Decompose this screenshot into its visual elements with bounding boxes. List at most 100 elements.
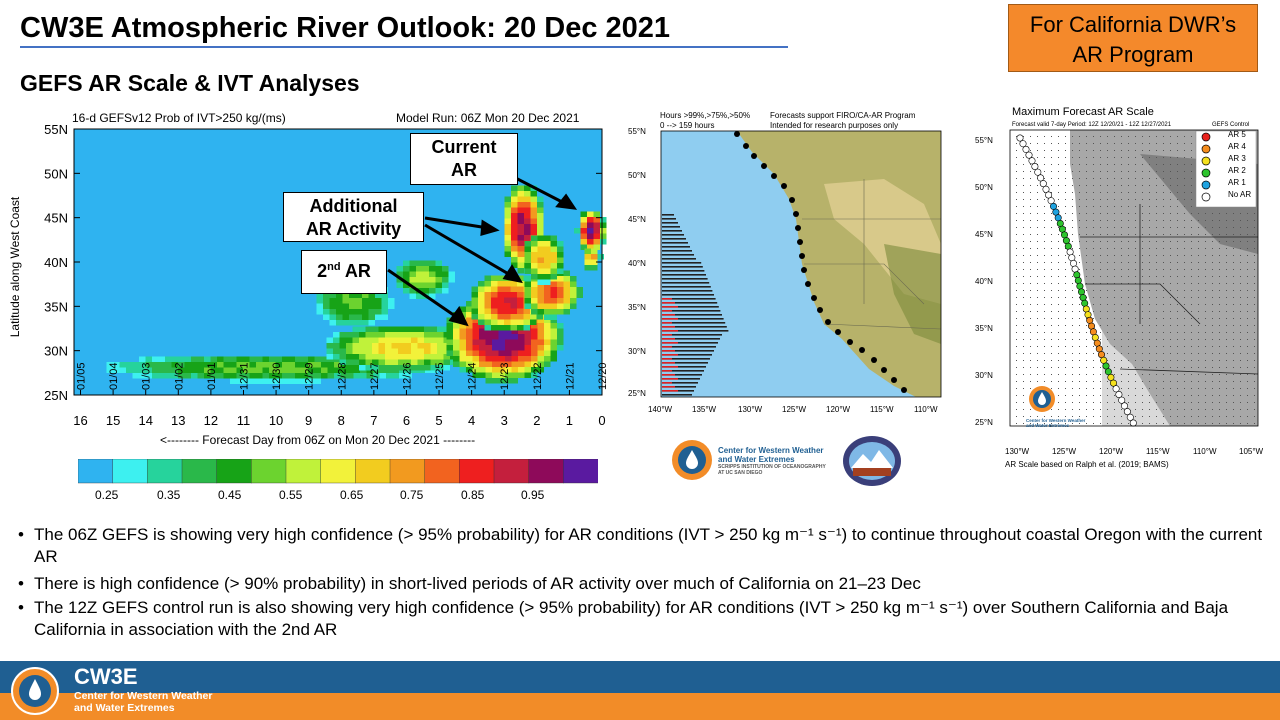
colorbar-swatch — [78, 459, 114, 484]
right-logo-line1: Center for Western Weather — [1026, 418, 1086, 423]
day-tick-label: 9 — [305, 413, 312, 428]
left-plot-model-run: Model Run: 06Z Mon 20 Dec 2021 — [396, 111, 580, 125]
date-label: 12/25 — [434, 362, 446, 390]
legend-dot — [1201, 168, 1211, 178]
colorbar-swatch — [389, 459, 426, 484]
right-lat-40: 40°N — [975, 277, 993, 286]
cb-label-1: 0.25 — [95, 488, 119, 502]
day-tick-label: 16 — [73, 413, 87, 428]
arrowhead-current — [555, 193, 578, 210]
right-lon-115: 115°W — [1146, 447, 1170, 456]
right-lat-25: 25°N — [975, 418, 993, 427]
mid-lon-115: 115°W — [870, 405, 894, 414]
mid-lat-ticks: 55°N 50°N 45°N 40°N 35°N 30°N 25°N — [628, 127, 654, 407]
bullet-1: The 06Z GEFS is showing very high confid… — [16, 524, 1266, 568]
right-logo-line2: and Water Extremes — [1026, 423, 1070, 428]
lat-tick-label: 35N — [44, 299, 68, 314]
mid-hour-bars — [662, 214, 729, 396]
mid-lon-120: 120°W — [826, 405, 851, 414]
mid-coast-dots — [734, 131, 907, 393]
dwr-line-2: AR Program — [1072, 42, 1194, 67]
date-label: 01/01 — [206, 362, 218, 390]
callout-second-ar: 2nd AR — [301, 250, 387, 294]
dwr-line-1: For California DWR’s — [1029, 12, 1237, 37]
footer-subtext: Center for Western Weather and Water Ext… — [74, 690, 212, 714]
colorbar-swatch — [493, 459, 530, 484]
right-map-legend-title: GEFS Control — [1212, 122, 1250, 128]
arrow-additional-2 — [424, 223, 513, 278]
date-label: 01/03 — [141, 362, 153, 390]
mid-map-header-right: Forecasts support FIRO/CA-AR Program Int… — [770, 111, 915, 131]
day-tick-label: 10 — [269, 413, 283, 428]
mid-lat-55: 55°N — [628, 127, 646, 136]
right-lat-50: 50°N — [975, 183, 993, 192]
lat-tick-label: 25N — [44, 388, 68, 403]
right-map-subtitle: Forecast valid 7-day Period: 12Z 12/20/2… — [1012, 122, 1172, 128]
colorbar-labels: 0.25 0.35 0.45 0.55 0.65 0.75 0.85 0.95 — [78, 488, 598, 504]
legend-ar3: AR 3 — [1228, 154, 1246, 163]
mid-header-right-2: Intended for research purposes only — [770, 121, 899, 130]
cb-label-6: 0.75 — [400, 488, 424, 502]
lat-tick-label: 40N — [44, 255, 68, 270]
mid-lon-110: 110°W — [914, 405, 938, 414]
colorbar-swatches — [78, 459, 598, 484]
day-tick-label: 3 — [501, 413, 508, 428]
day-tick-label: 15 — [106, 413, 120, 428]
bullet-list: The 06Z GEFS is showing very high confid… — [16, 524, 1266, 646]
right-lon-ticks: 130°W 125°W 120°W 115°W 110°W 105°W — [1005, 447, 1265, 459]
day-tick-label: 4 — [468, 413, 475, 428]
legend-dot — [1201, 192, 1211, 202]
date-label: 12/30 — [271, 362, 283, 390]
date-label: 12/26 — [401, 362, 413, 390]
date-label: 12/22 — [532, 362, 544, 390]
colorbar — [78, 459, 598, 484]
day-tick-label: 13 — [171, 413, 185, 428]
callout-second-tail: AR — [340, 261, 371, 281]
mid-lon-140: 140°W — [648, 405, 673, 414]
legend-dot — [1201, 156, 1211, 166]
left-plot-header: 16-d GEFSv12 Prob of IVT>250 kg/(ms) — [72, 111, 286, 125]
mid-logo-line3: SCRIPPS INSTITUTION OF OCEANOGRAPHY — [718, 464, 826, 470]
mid-lon-135: 135°W — [692, 405, 717, 414]
date-label: 12/27 — [369, 362, 381, 390]
colorbar-swatch — [147, 459, 183, 484]
colorbar-swatch — [251, 459, 287, 484]
right-lat-55: 55°N — [975, 136, 993, 145]
colorbar-swatch — [355, 459, 391, 484]
mid-logo-line1: Center for Western Weather — [718, 446, 824, 455]
right-coast-dots — [1016, 134, 1137, 427]
day-tick-label: 2 — [533, 413, 540, 428]
cb-label-3: 0.45 — [218, 488, 242, 502]
date-label: 12/24 — [467, 362, 479, 390]
bullet-2: There is high confidence (> 90% probabil… — [16, 573, 1266, 595]
day-tick-label: 5 — [435, 413, 442, 428]
mid-lat-40: 40°N — [628, 259, 646, 268]
day-tick-label: 14 — [138, 413, 152, 428]
date-label: 01/04 — [108, 362, 120, 390]
meteorology-seal-icon — [843, 436, 901, 486]
date-label: 12/23 — [499, 362, 511, 390]
date-label: 12/21 — [564, 362, 576, 390]
day-tick-label: 11 — [237, 413, 251, 428]
lat-tick-label: 45N — [44, 211, 68, 226]
mid-lat-25: 25°N — [628, 389, 646, 398]
slide-title: CW3E Atmospheric River Outlook: 20 Dec 2… — [20, 12, 671, 44]
colorbar-swatch — [424, 459, 460, 484]
callout-current-ar: Current AR — [410, 133, 518, 185]
right-footnote: AR Scale based on Ralph et al. (2019; BA… — [1005, 460, 1169, 469]
legend-noar: No AR — [1228, 190, 1252, 199]
legend-dot — [1201, 180, 1211, 190]
callout-current-line1: Current — [431, 137, 497, 157]
mid-logo-line4: AT UC SAN DIEGO — [718, 470, 763, 476]
right-map-svg — [1009, 129, 1259, 427]
right-borders — [1080, 204, 1259, 375]
cb-label-5: 0.65 — [340, 488, 364, 502]
colorbar-swatch — [216, 459, 252, 484]
callout-second-sup: nd — [327, 261, 341, 273]
footer-logo-text: CW3E — [74, 664, 138, 689]
day-tick-label: 6 — [403, 413, 410, 428]
callout-additional-line1: Additional — [309, 196, 398, 216]
mid-lon-ticks: 140°W 135°W 130°W 125°W 120°W 115°W 110°… — [648, 405, 948, 417]
mid-lat-45: 45°N — [628, 215, 646, 224]
footer-sub-1: Center for Western Weather — [74, 690, 213, 702]
